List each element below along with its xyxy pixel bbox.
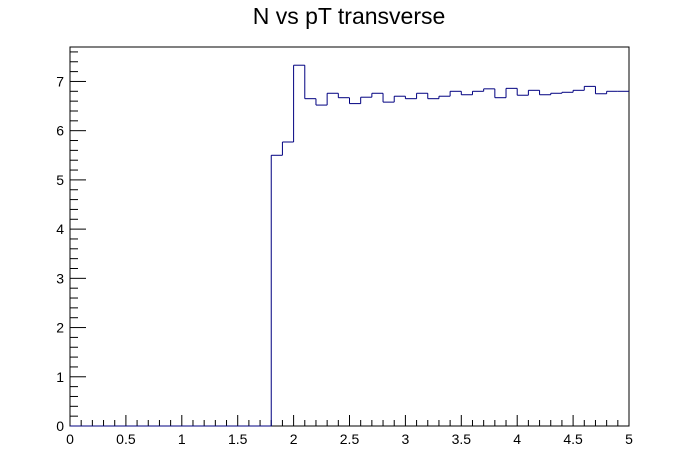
x-major-ticks [69,415,630,426]
x-tick-label: 4.5 [563,431,583,447]
x-tick-label: 2.5 [340,431,360,447]
x-tick-label: 1 [178,431,186,447]
y-tick-label: 3 [56,270,64,286]
x-tick-label: 0 [66,431,74,447]
y-tick-label: 1 [56,369,64,385]
x-tick-label: 2 [290,431,298,447]
x-axis-labels: 0 0.5 1 1.5 2 2.5 3 3.5 4 4.5 5 [66,431,633,447]
y-tick-label: 5 [56,172,64,188]
x-tick-label: 3.5 [452,431,472,447]
histogram-bins [70,64,629,427]
x-tick-label: 1.5 [228,431,248,447]
y-tick-label: 6 [56,123,64,139]
y-axis-labels: 0 1 2 3 4 5 6 7 [56,73,64,434]
x-tick-label: 5 [625,431,633,447]
y-tick-label: 2 [56,320,64,336]
y-major-ticks [70,80,86,427]
x-tick-label: 4 [513,431,521,447]
x-tick-label: 3 [402,431,410,447]
y-tick-label: 0 [56,418,64,434]
x-minor-ticks [80,420,619,426]
y-tick-label: 7 [56,73,64,89]
chart-title: N vs pT transverse [252,3,446,29]
y-minor-ticks [70,51,78,417]
y-tick-label: 4 [56,221,64,237]
x-tick-label: 0.5 [116,431,136,447]
